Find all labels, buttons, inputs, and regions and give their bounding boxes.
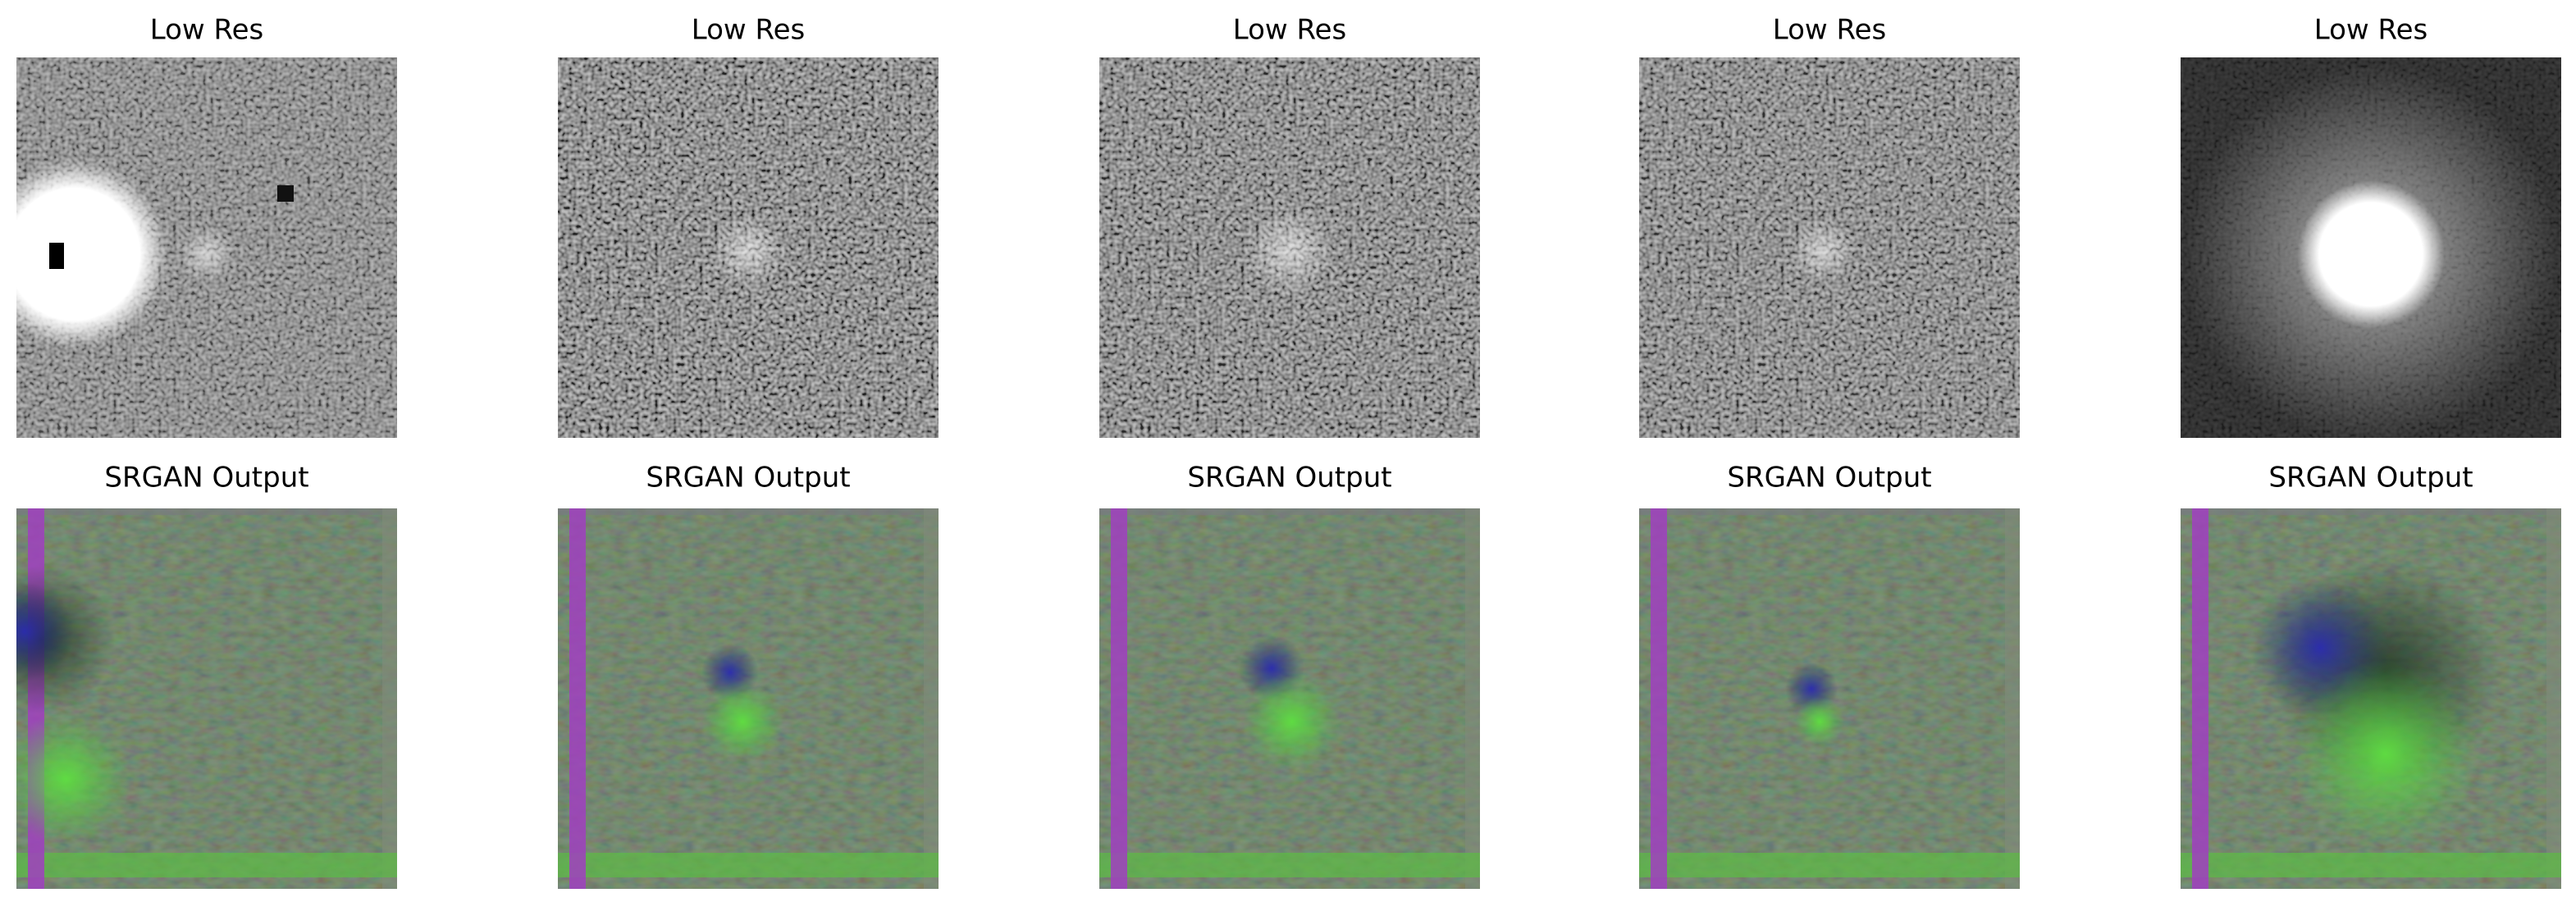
- panel-title: SRGAN Output: [2268, 462, 2473, 494]
- bright-source: [2297, 180, 2445, 328]
- image-panel: [558, 57, 939, 438]
- bright-source: [711, 214, 785, 288]
- image-panel: [16, 508, 397, 889]
- panel-title: Low Res: [1233, 14, 1347, 47]
- edge-bottom: [1099, 853, 1480, 877]
- edge-right: [382, 508, 397, 889]
- artifact-blob: [1243, 672, 1341, 771]
- edge-left: [569, 508, 586, 889]
- image-panel: [1099, 57, 1480, 438]
- edge-right: [924, 508, 939, 889]
- panel-title: SRGAN Output: [104, 462, 308, 494]
- panel-title: Low Res: [150, 14, 264, 47]
- artifact-blob: [2291, 660, 2480, 849]
- edge-right: [2005, 508, 2020, 889]
- artifact-blob: [701, 681, 783, 763]
- image-panel: [1639, 508, 2020, 889]
- bright-source: [1245, 206, 1335, 296]
- edge-top: [16, 508, 397, 515]
- edge-right: [2546, 508, 2561, 889]
- panel-title: Low Res: [2314, 14, 2428, 47]
- image-panel: [1099, 508, 1480, 889]
- image-panel: [558, 508, 939, 889]
- panel-title: SRGAN Output: [1727, 462, 1931, 494]
- artifact-blob: [16, 713, 131, 845]
- image-panel: [2181, 57, 2561, 438]
- artifact-blob: [16, 582, 74, 681]
- dark-pixel: [277, 185, 294, 202]
- panel-title: Low Res: [692, 14, 806, 47]
- artifact-blob: [1795, 697, 1844, 746]
- image-panel: [2181, 508, 2561, 889]
- edge-left: [1111, 508, 1127, 889]
- edge-bottom: [2181, 853, 2561, 877]
- image-panel: [16, 57, 397, 438]
- edge-top: [1099, 508, 1480, 515]
- image-panel: [1639, 57, 2020, 438]
- edge-left: [1651, 508, 1667, 889]
- edge-top: [558, 508, 939, 515]
- bright-source: [1790, 218, 1856, 284]
- edge-bottom: [558, 853, 939, 877]
- masked-pixels: [49, 243, 64, 269]
- bright-source: [16, 160, 168, 348]
- edge-bottom: [1639, 853, 2020, 877]
- edge-right: [1465, 508, 1480, 889]
- edge-top: [1639, 508, 2020, 515]
- panel-title: SRGAN Output: [646, 462, 850, 494]
- panel-title: SRGAN Output: [1187, 462, 1391, 494]
- edge-bottom: [16, 853, 397, 877]
- edge-left: [2192, 508, 2208, 889]
- panel-title: Low Res: [1773, 14, 1887, 47]
- bright-source: [178, 226, 235, 283]
- edge-top: [2181, 508, 2561, 515]
